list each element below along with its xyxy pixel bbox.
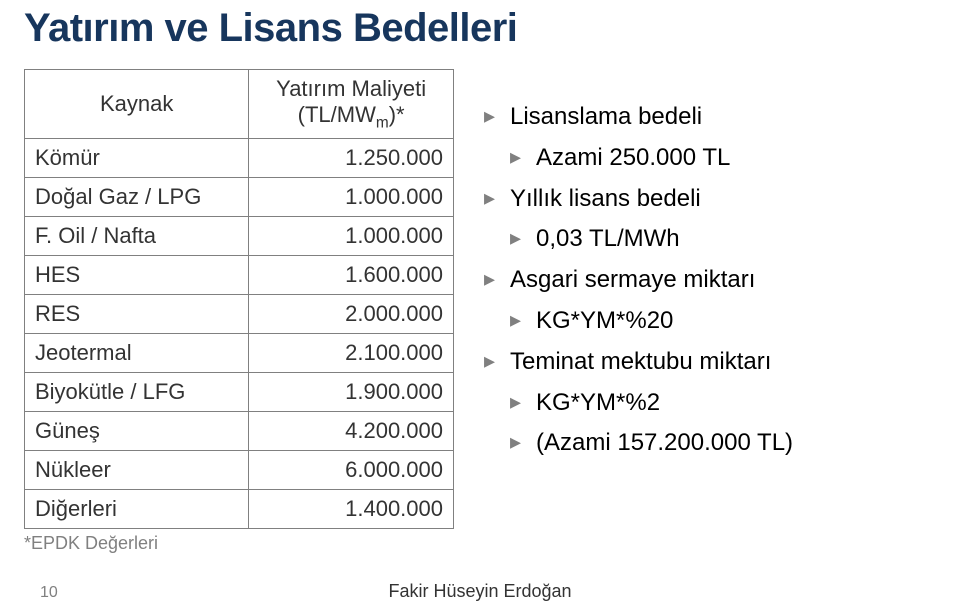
bullet-guarantee-max: (Azami 157.200.000 TL) — [484, 423, 936, 464]
cell-source: F. Oil / Nafta — [25, 217, 249, 256]
header-cost: Yatırım Maliyeti (TL/MWm)* — [249, 70, 454, 139]
bullet-guarantee: Teminat mektubu miktarı — [484, 342, 936, 383]
header-cost-line1: Yatırım Maliyeti — [276, 76, 426, 101]
table-row: RES2.000.000 — [25, 295, 454, 334]
cell-value: 1.250.000 — [249, 139, 454, 178]
bullet-licensing-fee: Lisanslama bedeli — [484, 97, 936, 138]
cell-value: 2.000.000 — [249, 295, 454, 334]
cell-source: Biyokütle / LFG — [25, 373, 249, 412]
author-name: Fakir Hüseyin Erdoğan — [0, 581, 960, 602]
bullet-licensing-fee-value: Azami 250.000 TL — [484, 138, 936, 179]
table-row: F. Oil / Nafta1.000.000 — [25, 217, 454, 256]
table-row: Doğal Gaz / LPG1.000.000 — [25, 178, 454, 217]
bullet-guarantee-value: KG*YM*%2 — [484, 383, 936, 424]
cell-source: RES — [25, 295, 249, 334]
cell-source: Güneş — [25, 412, 249, 451]
cell-source: HES — [25, 256, 249, 295]
cell-source: Nükleer — [25, 451, 249, 490]
table-header-row: Kaynak Yatırım Maliyeti (TL/MWm)* — [25, 70, 454, 139]
table-footnote: *EPDK Değerleri — [24, 533, 454, 554]
cell-source: Doğal Gaz / LPG — [25, 178, 249, 217]
content-area: Kaynak Yatırım Maliyeti (TL/MWm)* Kömür1… — [24, 69, 936, 554]
header-cost-line3: )* — [389, 102, 405, 127]
table-row: HES1.600.000 — [25, 256, 454, 295]
table-row: Jeotermal2.100.000 — [25, 334, 454, 373]
bullet-min-capital-value: KG*YM*%20 — [484, 301, 936, 342]
table-row: Güneş4.200.000 — [25, 412, 454, 451]
cell-value: 1.900.000 — [249, 373, 454, 412]
bullet-list: Lisanslama bedeli Azami 250.000 TL Yıllı… — [484, 97, 936, 464]
cell-value: 2.100.000 — [249, 334, 454, 373]
cell-value: 4.200.000 — [249, 412, 454, 451]
left-column: Kaynak Yatırım Maliyeti (TL/MWm)* Kömür1… — [24, 69, 454, 554]
table-row: Nükleer6.000.000 — [25, 451, 454, 490]
header-cost-sub: m — [376, 114, 389, 131]
cell-value: 1.000.000 — [249, 217, 454, 256]
table-row: Diğerleri1.400.000 — [25, 490, 454, 529]
cell-source: Kömür — [25, 139, 249, 178]
cell-value: 1.000.000 — [249, 178, 454, 217]
cell-source: Jeotermal — [25, 334, 249, 373]
table-row: Kömür1.250.000 — [25, 139, 454, 178]
header-cost-line2: (TL/MW — [298, 102, 376, 127]
cell-value: 6.000.000 — [249, 451, 454, 490]
bullet-min-capital: Asgari sermaye miktarı — [484, 260, 936, 301]
cell-value: 1.400.000 — [249, 490, 454, 529]
bullet-annual-fee: Yıllık lisans bedeli — [484, 179, 936, 220]
header-source: Kaynak — [25, 70, 249, 139]
bullet-annual-fee-value: 0,03 TL/MWh — [484, 219, 936, 260]
cell-value: 1.600.000 — [249, 256, 454, 295]
right-column: Lisanslama bedeli Azami 250.000 TL Yıllı… — [484, 69, 936, 464]
page-title: Yatırım ve Lisans Bedelleri — [24, 0, 936, 69]
cost-table: Kaynak Yatırım Maliyeti (TL/MWm)* Kömür1… — [24, 69, 454, 529]
cell-source: Diğerleri — [25, 490, 249, 529]
table-row: Biyokütle / LFG1.900.000 — [25, 373, 454, 412]
